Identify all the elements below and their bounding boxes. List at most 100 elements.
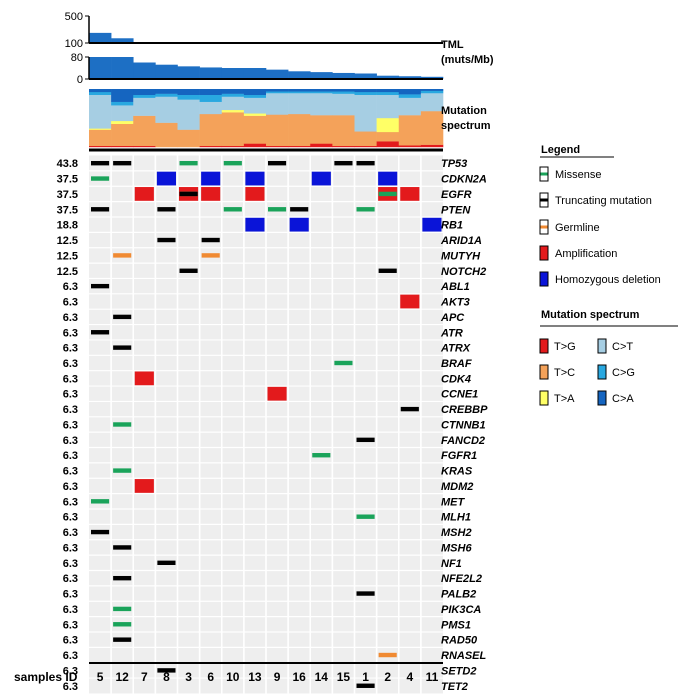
spectrum-segment <box>332 93 355 116</box>
mutation-spectrum-panel: Mutation spectrum <box>89 89 491 152</box>
gene-label: ATR <box>440 327 463 339</box>
gene-label: RB1 <box>441 220 463 232</box>
spectrum-legend-label: T>G <box>554 341 576 353</box>
alteration-missense <box>113 606 132 612</box>
spectrum-legend-swatch <box>539 364 549 380</box>
spectrum-segment <box>288 89 311 92</box>
spectrum-segment <box>133 115 156 147</box>
spectrum-segment <box>199 145 223 148</box>
spectrum-legend-swatch <box>539 338 549 354</box>
sample-id: 3 <box>185 670 192 684</box>
gene-label: CCNE1 <box>441 389 478 401</box>
spectrum-legend-swatch <box>597 338 607 354</box>
alteration-truncating <box>113 345 132 350</box>
gene-label: ATRX <box>440 343 471 355</box>
spectrum-segment <box>420 90 444 94</box>
sample-id: 15 <box>337 670 351 684</box>
spectrum-segment <box>332 115 355 147</box>
gene-frequency: 6.3 <box>63 450 78 462</box>
alteration-truncating <box>157 207 176 212</box>
gene-label: TET2 <box>441 681 468 693</box>
gene-label: SETD2 <box>441 665 476 677</box>
spectrum-segment <box>221 112 245 147</box>
sample-id: 13 <box>248 670 262 684</box>
gene-label: PALB2 <box>441 589 476 601</box>
legend-mark-truncating <box>540 198 548 202</box>
gene-frequency: 6.3 <box>63 343 78 355</box>
legend-mark-missense <box>540 172 548 176</box>
alteration-germline <box>113 253 132 258</box>
gene-label: MET <box>441 496 466 508</box>
gene-label: EGFR <box>441 189 472 201</box>
gene-label: APC <box>440 312 465 324</box>
alteration-deletion <box>378 171 398 186</box>
spectrum-segment <box>310 143 333 148</box>
gene-label: AKT3 <box>440 297 470 309</box>
gene-frequency: 43.8 <box>57 158 78 170</box>
alteration-missense <box>334 360 353 366</box>
spectrum-segment <box>199 94 223 102</box>
tml-bar-low <box>266 69 289 79</box>
gene-frequency: 6.3 <box>63 650 78 662</box>
spectrum-segment <box>376 131 400 142</box>
alteration-truncating <box>356 437 375 443</box>
alteration-truncating <box>91 160 110 166</box>
alteration-deletion <box>245 171 265 186</box>
alteration-truncating <box>179 268 198 273</box>
gene-label: NOTCH2 <box>441 266 486 278</box>
spectrum-legend-title: Mutation spectrum <box>541 309 640 321</box>
alteration-truncating <box>157 668 176 673</box>
spectrum-segment <box>354 145 377 148</box>
alteration-truncating <box>268 160 287 166</box>
spectrum-segment <box>177 89 200 95</box>
gene-frequency: 37.5 <box>57 204 78 216</box>
spectrum-segment <box>89 145 112 148</box>
mutation-matrix: 43.8 TP53 37.5 CDKN2A 37.5 EGFR 37.5 PTEN 18.8 RB… <box>14 155 488 694</box>
spectrum-segment <box>89 128 112 130</box>
sample-id: 12 <box>116 670 130 684</box>
spectrum-segment <box>89 129 112 147</box>
spectrum-segment <box>266 145 289 148</box>
spectrum-segment <box>310 93 333 116</box>
alteration-germline <box>201 253 220 258</box>
gene-label: CDKN2A <box>441 174 487 186</box>
spectrum-segment <box>221 109 245 113</box>
spectrum-segment <box>155 96 178 123</box>
spectrum-segment <box>133 89 156 95</box>
gene-label: NFE2L2 <box>441 573 482 585</box>
spectrum-legend-label: C>G <box>612 367 635 379</box>
sample-id: 16 <box>293 670 307 684</box>
spectrum-segment <box>243 143 267 148</box>
gene-label: FGFR1 <box>441 450 477 462</box>
tml-tick-label: 0 <box>77 74 83 86</box>
alteration-truncating <box>113 637 132 642</box>
spectrum-segment <box>177 129 200 148</box>
spectrum-segment <box>376 94 400 119</box>
spectrum-segment <box>398 94 422 98</box>
tml-bar-low <box>354 73 377 79</box>
legend-mark-germline <box>540 225 548 229</box>
spectrum-legend-label: C>A <box>612 393 634 405</box>
spectrum-title-line1: Mutation <box>441 105 487 117</box>
legend-label-missense: Missense <box>555 169 601 181</box>
sample-id: 4 <box>406 670 413 684</box>
spectrum-segment <box>354 89 377 93</box>
alteration-amplification <box>134 187 154 201</box>
tml-bar-low <box>332 72 355 79</box>
gene-frequency: 6.3 <box>63 665 78 677</box>
gene-frequency: 12.5 <box>57 266 78 278</box>
tml-unit: (muts/Mb) <box>441 54 494 66</box>
spectrum-segment <box>420 144 444 148</box>
spectrum-segment <box>288 91 311 94</box>
spectrum-segment <box>221 89 245 94</box>
sample-id: 9 <box>274 670 281 684</box>
gene-frequency: 6.3 <box>63 481 78 493</box>
legend-label-germline: Germline <box>555 222 600 234</box>
spectrum-segment <box>133 97 156 116</box>
tml-bar-low <box>420 76 444 79</box>
tml-bar-low <box>243 68 267 79</box>
gene-label: RAD50 <box>441 635 478 647</box>
spectrum-segment <box>332 89 355 92</box>
gene-frequency: 6.3 <box>63 512 78 524</box>
